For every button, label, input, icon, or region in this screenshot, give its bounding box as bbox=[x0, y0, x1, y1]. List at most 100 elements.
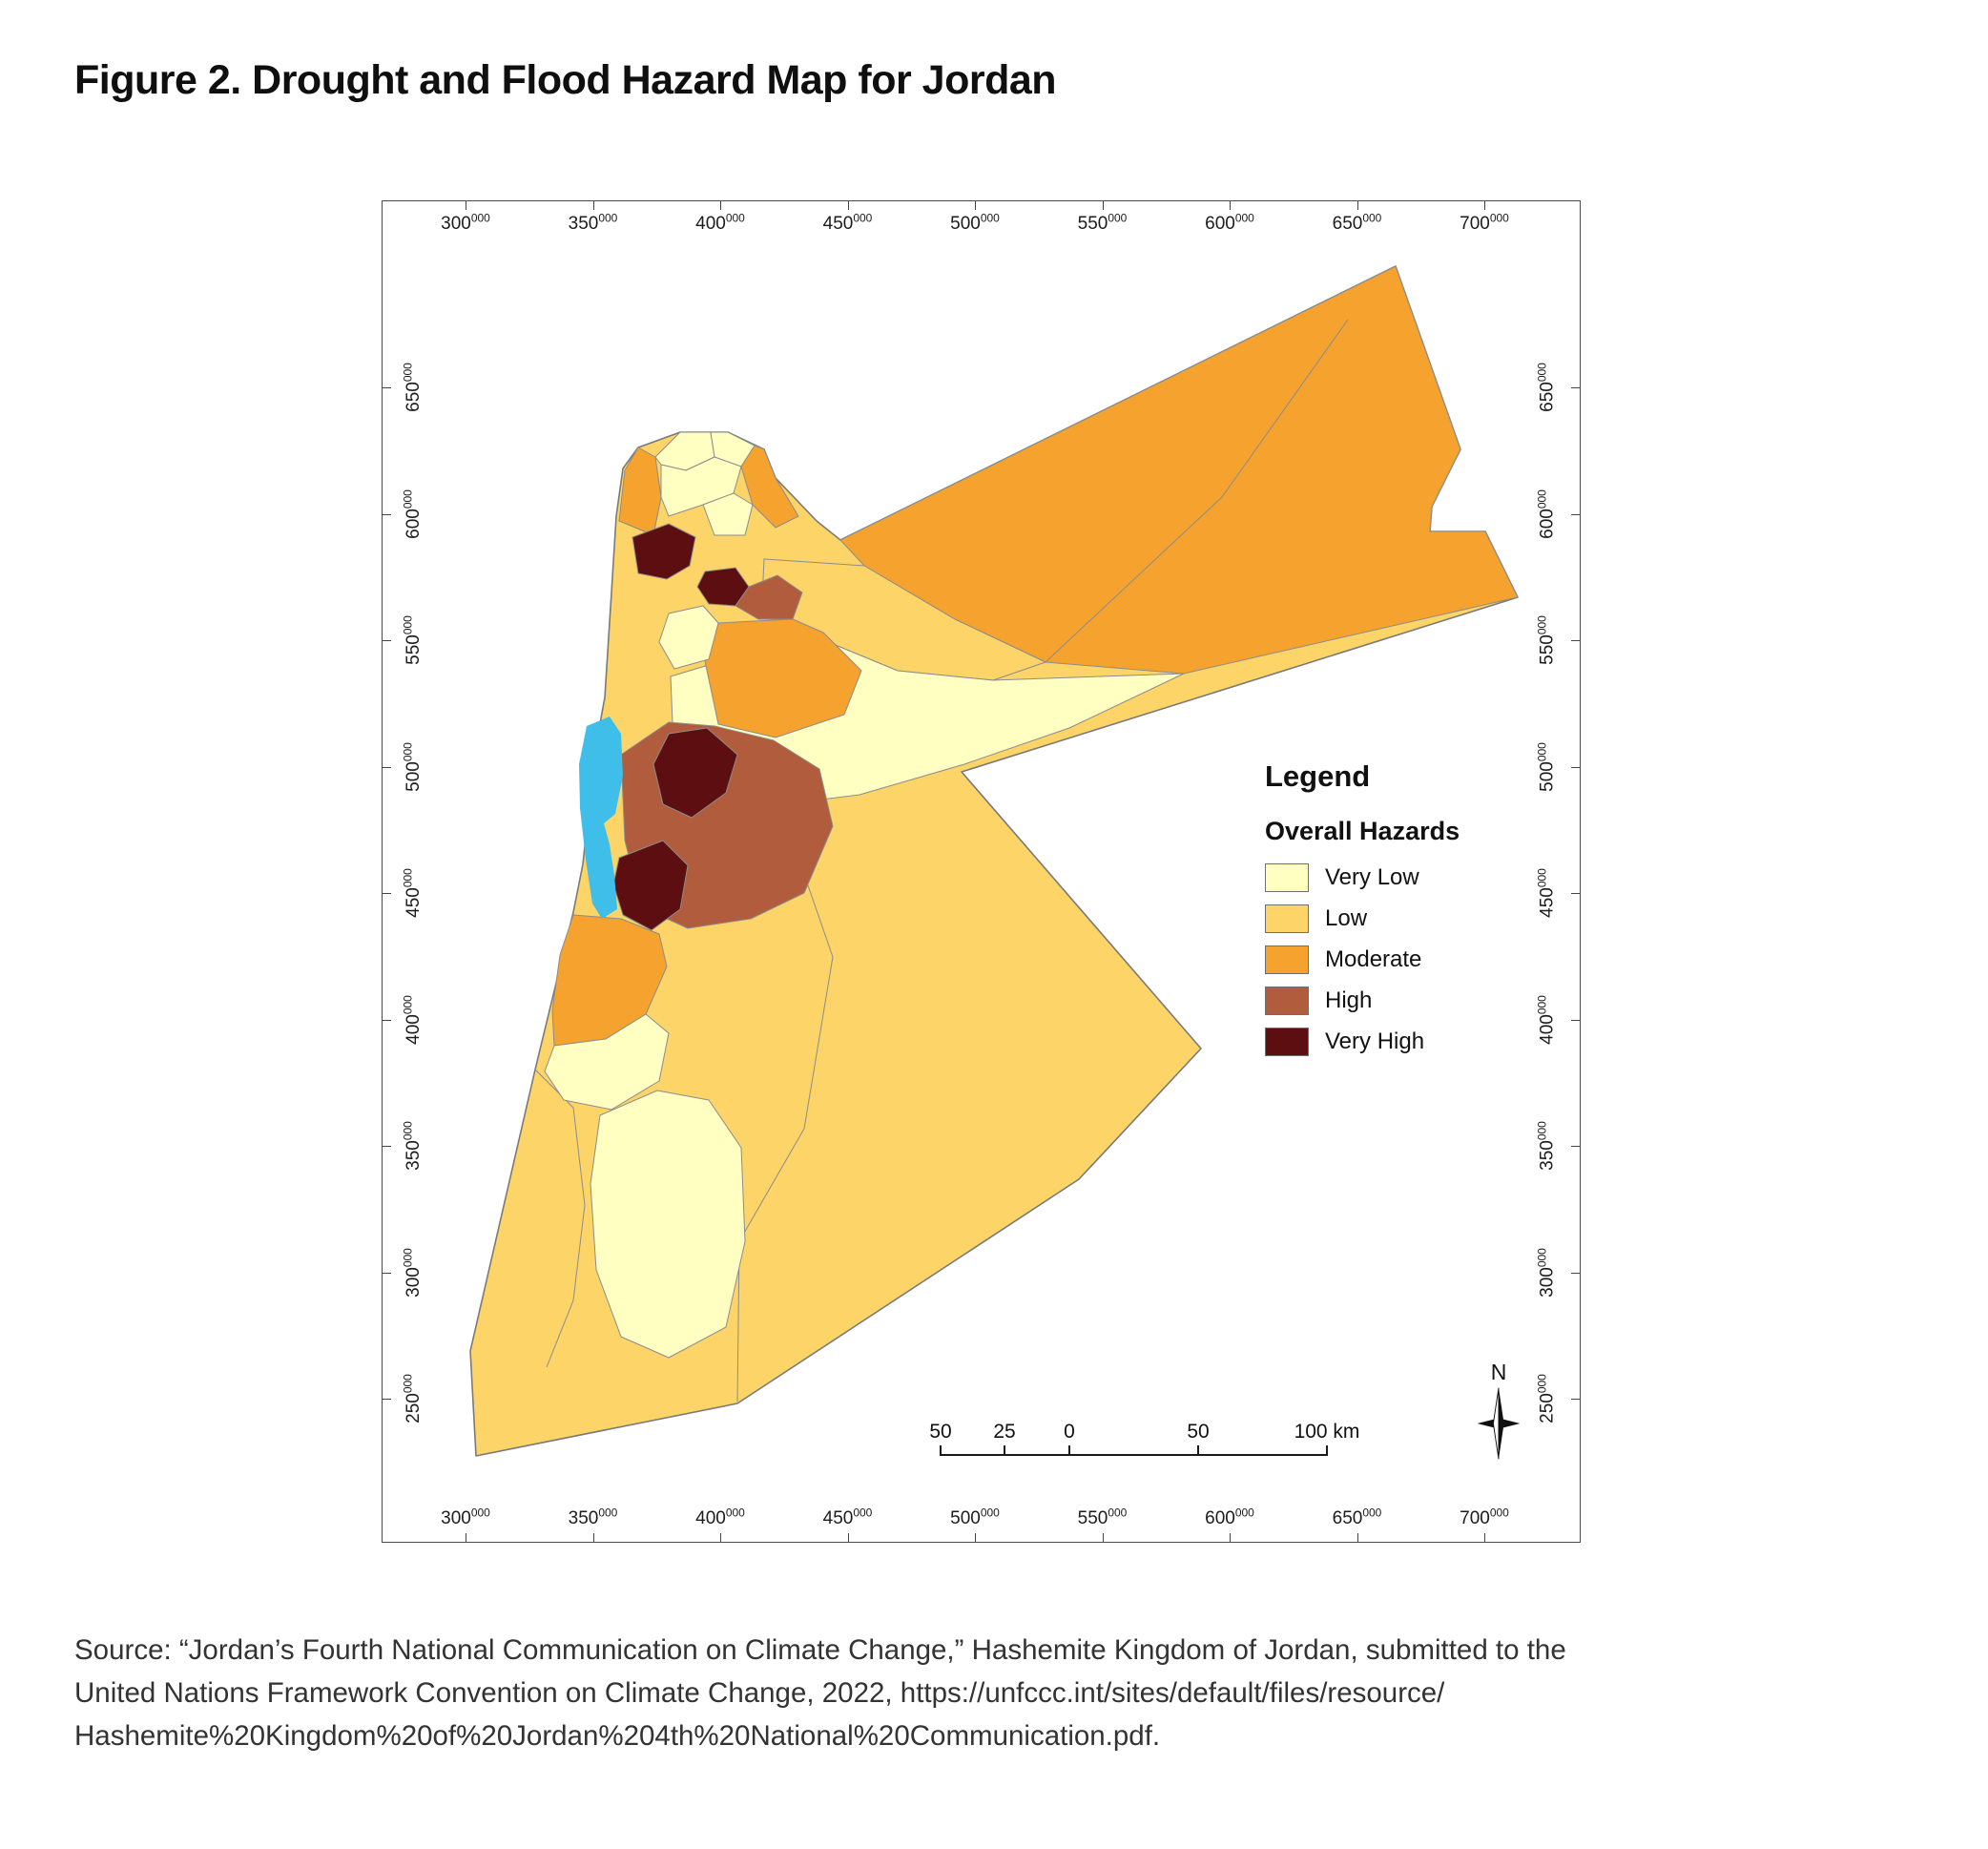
legend: Legend Overall Hazards Very Low Low Modera… bbox=[1265, 759, 1460, 1069]
legend-item: Moderate bbox=[1265, 945, 1460, 974]
y-axis-tick-label: 350000 bbox=[401, 1121, 424, 1171]
source-text: Source: “Jordan’s Fourth National Commun… bbox=[74, 1630, 1566, 1757]
y-axis-tick-label: 600000 bbox=[401, 488, 424, 539]
axis-tick-mark bbox=[1571, 893, 1580, 894]
axis-tick-mark bbox=[720, 201, 721, 210]
district-boundary bbox=[736, 813, 834, 1402]
x-axis-tick-label: 600000 bbox=[1205, 1506, 1254, 1528]
y-axis-tick-label: 550000 bbox=[401, 615, 424, 665]
y-axis-tick-label: 400000 bbox=[1535, 994, 1558, 1045]
north-arrow: N bbox=[1459, 1360, 1539, 1465]
y-axis-tick-label: 300000 bbox=[1535, 1247, 1558, 1298]
legend-swatch-vlow bbox=[1265, 863, 1309, 892]
axis-tick-mark bbox=[1571, 1399, 1580, 1400]
x-axis-tick-label: 500000 bbox=[950, 211, 1000, 234]
source-line: Source: “Jordan’s Fourth National Commun… bbox=[74, 1634, 1566, 1666]
axis-tick-mark bbox=[1571, 1019, 1580, 1021]
axis-tick-mark bbox=[383, 640, 391, 641]
axis-tick-mark bbox=[383, 387, 391, 388]
x-axis-tick-label: 650000 bbox=[1332, 1506, 1382, 1528]
axis-tick-mark bbox=[383, 1272, 391, 1274]
legend-subtitle: Overall Hazards bbox=[1265, 817, 1460, 845]
scale-bar-tick bbox=[940, 1445, 942, 1456]
axis-tick-mark bbox=[847, 201, 849, 210]
district-polygon bbox=[544, 1013, 670, 1111]
x-axis-tick-label: 350000 bbox=[568, 211, 618, 234]
legend-swatch-vhigh bbox=[1265, 1028, 1309, 1056]
legend-label: Moderate bbox=[1325, 946, 1422, 972]
district-polygon bbox=[618, 447, 662, 536]
axis-tick-mark bbox=[1484, 1533, 1485, 1542]
source-line: United Nations Framework Convention on C… bbox=[74, 1676, 1445, 1709]
axis-tick-mark bbox=[847, 1533, 849, 1542]
legend-item: Low bbox=[1265, 904, 1460, 933]
x-axis-tick-label: 300000 bbox=[441, 211, 490, 234]
legend-swatch-mod bbox=[1265, 945, 1309, 974]
y-axis-tick-label: 500000 bbox=[1535, 741, 1558, 792]
x-axis-tick-label: 300000 bbox=[441, 1506, 490, 1528]
scale-bar: 50 25 0 50 100 km bbox=[922, 1419, 1360, 1468]
y-axis-tick-label: 400000 bbox=[401, 994, 424, 1045]
district-boundary bbox=[1045, 319, 1349, 663]
district-polygon bbox=[702, 492, 754, 536]
axis-tick-mark bbox=[1102, 201, 1104, 210]
scale-bar-label: 50 bbox=[1187, 1421, 1210, 1443]
map-frame: Legend Overall Hazards Very Low Low Modera… bbox=[382, 200, 1581, 1543]
scale-bar-label: 100 km bbox=[1294, 1421, 1360, 1443]
district-polygon bbox=[740, 445, 799, 529]
axis-tick-mark bbox=[383, 1019, 391, 1021]
axis-tick-mark bbox=[592, 201, 594, 210]
dead-sea-water bbox=[579, 717, 623, 919]
y-axis-tick-label: 350000 bbox=[1535, 1121, 1558, 1171]
legend-item: High bbox=[1265, 987, 1460, 1015]
scale-bar-label: 25 bbox=[993, 1421, 1016, 1443]
legend-item: Very Low bbox=[1265, 863, 1460, 892]
x-axis-tick-label: 700000 bbox=[1460, 1506, 1509, 1528]
y-axis-tick-label: 450000 bbox=[1535, 868, 1558, 918]
y-axis-tick-label: 450000 bbox=[401, 868, 424, 918]
y-axis-tick-label: 500000 bbox=[401, 741, 424, 792]
axis-tick-mark bbox=[383, 766, 391, 768]
legend-items: Very Low Low Moderate High Very High bbox=[1265, 863, 1460, 1056]
axis-tick-mark bbox=[383, 893, 391, 894]
y-axis-tick-label: 550000 bbox=[1535, 615, 1558, 665]
axis-tick-mark bbox=[1484, 201, 1485, 210]
north-arrow-label: N bbox=[1490, 1360, 1507, 1384]
axis-tick-mark bbox=[1102, 1533, 1104, 1542]
axis-tick-mark bbox=[1571, 1272, 1580, 1274]
x-axis-tick-label: 450000 bbox=[822, 1506, 873, 1528]
scale-bar-label: 0 bbox=[1064, 1421, 1075, 1443]
legend-label: Very Low bbox=[1325, 864, 1419, 890]
legend-title: Legend bbox=[1265, 759, 1371, 793]
axis-tick-mark bbox=[592, 1533, 594, 1542]
x-axis-tick-label: 450000 bbox=[822, 211, 873, 234]
y-axis-tick-label: 250000 bbox=[401, 1374, 424, 1423]
axis-tick-mark bbox=[1230, 201, 1231, 210]
y-axis-tick-label: 650000 bbox=[401, 363, 424, 412]
legend-label: Very High bbox=[1325, 1028, 1425, 1054]
scale-bar-label: 50 bbox=[929, 1421, 952, 1443]
x-axis-tick-label: 600000 bbox=[1205, 211, 1254, 234]
y-axis-tick-label: 600000 bbox=[1535, 488, 1558, 539]
axis-tick-mark bbox=[1571, 640, 1580, 641]
district-polygon bbox=[652, 727, 738, 819]
scale-bar-tick bbox=[1197, 1445, 1199, 1456]
y-axis-tick-label: 300000 bbox=[401, 1247, 424, 1298]
axis-tick-mark bbox=[383, 1399, 391, 1400]
y-axis-tick-label: 650000 bbox=[1535, 363, 1558, 412]
axis-tick-mark bbox=[975, 1533, 976, 1542]
legend-swatch-low bbox=[1265, 904, 1309, 933]
scale-bar-line bbox=[941, 1454, 1327, 1456]
axis-tick-mark bbox=[1571, 1146, 1580, 1147]
legend-label: High bbox=[1325, 987, 1373, 1013]
scale-bar-tick bbox=[1068, 1445, 1070, 1456]
district-polygon bbox=[658, 605, 719, 670]
axis-tick-mark bbox=[1571, 387, 1580, 388]
district-polygon bbox=[632, 523, 696, 580]
x-axis-tick-label: 550000 bbox=[1077, 1506, 1128, 1528]
axis-tick-mark bbox=[1571, 513, 1580, 515]
x-axis-tick-label: 350000 bbox=[568, 1506, 618, 1528]
x-axis-tick-label: 400000 bbox=[695, 211, 745, 234]
district-polygon bbox=[704, 618, 862, 738]
